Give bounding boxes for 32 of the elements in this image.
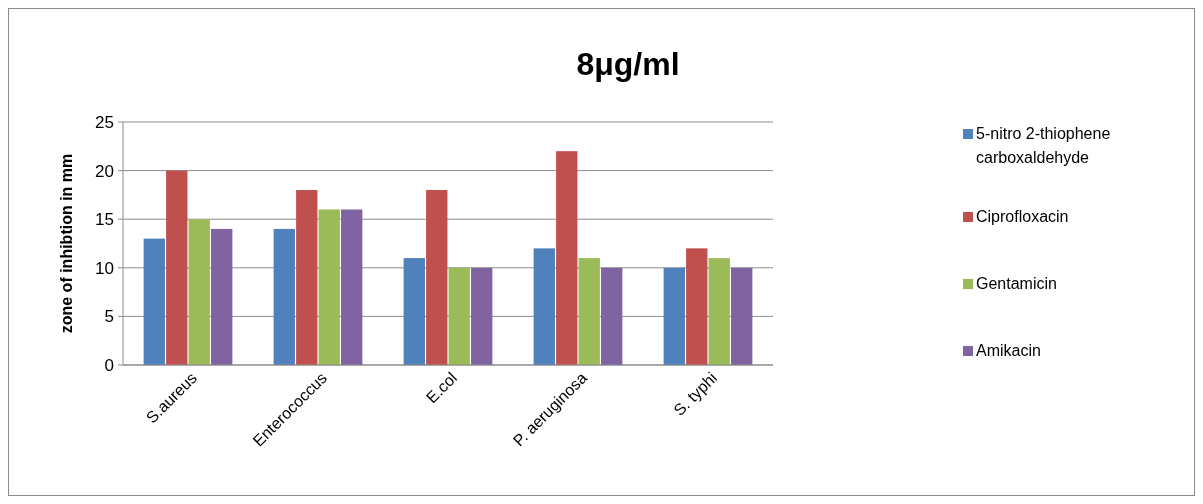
y-tick-label: 0 bbox=[104, 356, 114, 375]
bar bbox=[211, 228, 233, 365]
bar bbox=[426, 190, 448, 365]
legend-label: Gentamicin bbox=[976, 275, 1057, 292]
chart-title: 8μg/ml bbox=[576, 46, 680, 82]
bar bbox=[601, 267, 623, 365]
bar bbox=[731, 267, 753, 365]
bar bbox=[471, 267, 493, 365]
y-tick-label: 5 bbox=[104, 307, 114, 327]
bar bbox=[403, 258, 425, 365]
y-tick-label: 20 bbox=[95, 161, 114, 181]
bar bbox=[273, 228, 295, 365]
legend-label: Ciprofloxacin bbox=[976, 208, 1069, 225]
y-axis-title: zone of inhibtion in mm bbox=[58, 153, 75, 334]
legend-label: Amikacin bbox=[976, 342, 1041, 359]
y-tick-label: 15 bbox=[95, 210, 114, 230]
bar bbox=[166, 170, 188, 365]
bar bbox=[533, 248, 555, 365]
bar bbox=[578, 258, 600, 365]
bar bbox=[663, 267, 685, 365]
bar bbox=[296, 190, 318, 365]
bar bbox=[556, 151, 578, 365]
y-tick-label: 25 bbox=[95, 113, 114, 132]
bar bbox=[708, 258, 730, 365]
bar bbox=[448, 267, 470, 365]
bar bbox=[318, 209, 340, 365]
bar bbox=[341, 209, 363, 365]
bar bbox=[143, 238, 165, 365]
bar bbox=[686, 248, 708, 365]
y-tick-label: 10 bbox=[95, 258, 114, 278]
legend-label: 5-nitro 2-thiophene carboxaldehyde bbox=[976, 125, 1111, 166]
bar bbox=[188, 219, 210, 365]
